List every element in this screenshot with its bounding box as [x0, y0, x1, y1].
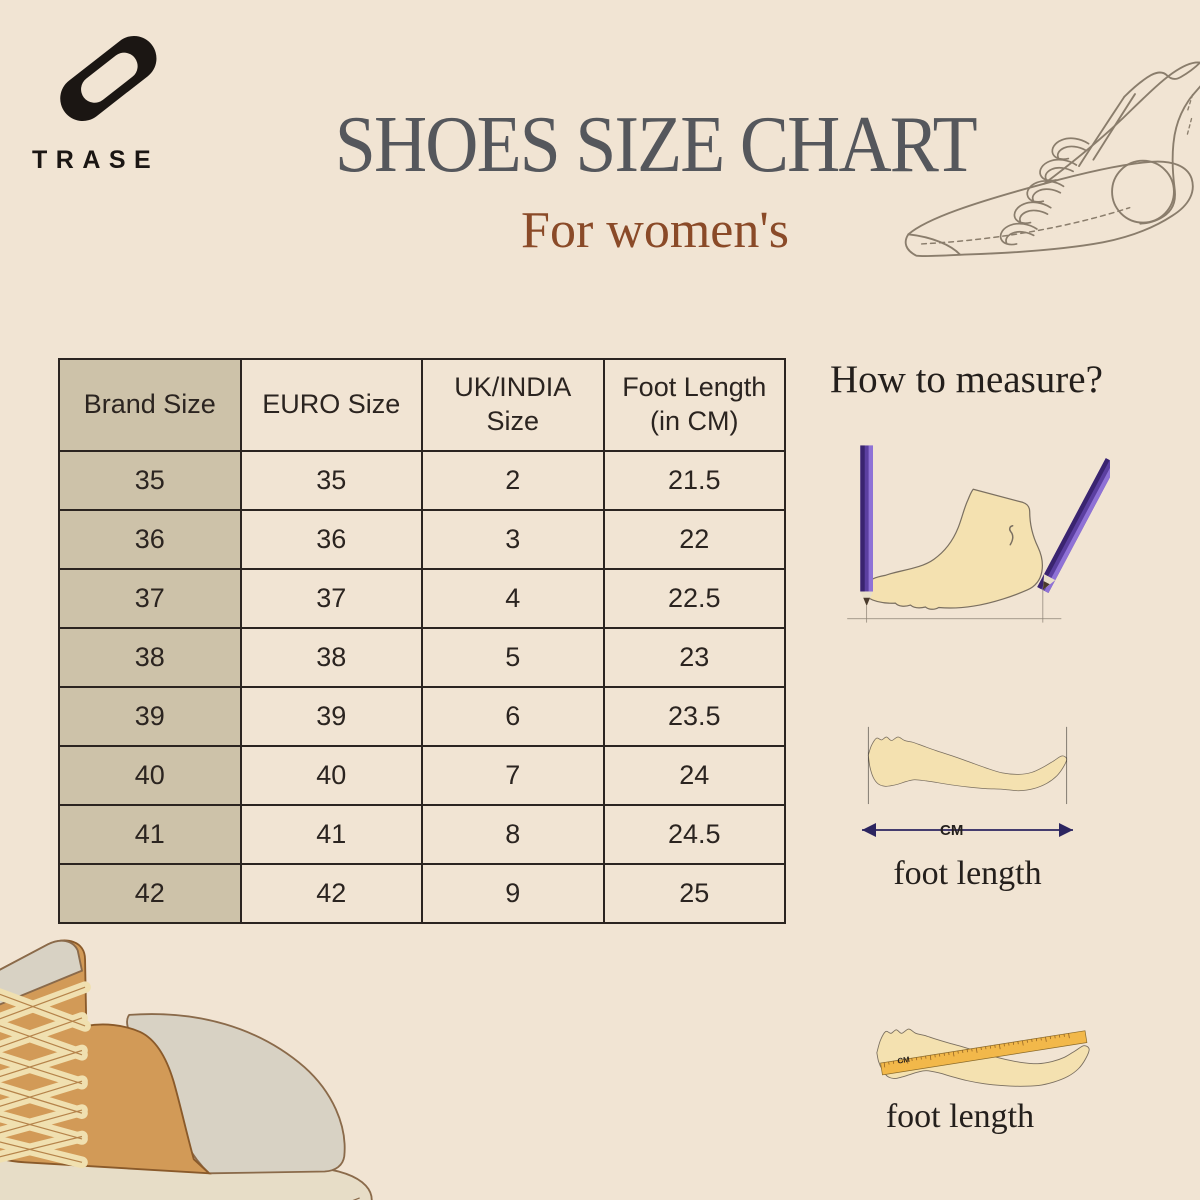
svg-text:CM: CM	[897, 1055, 910, 1066]
